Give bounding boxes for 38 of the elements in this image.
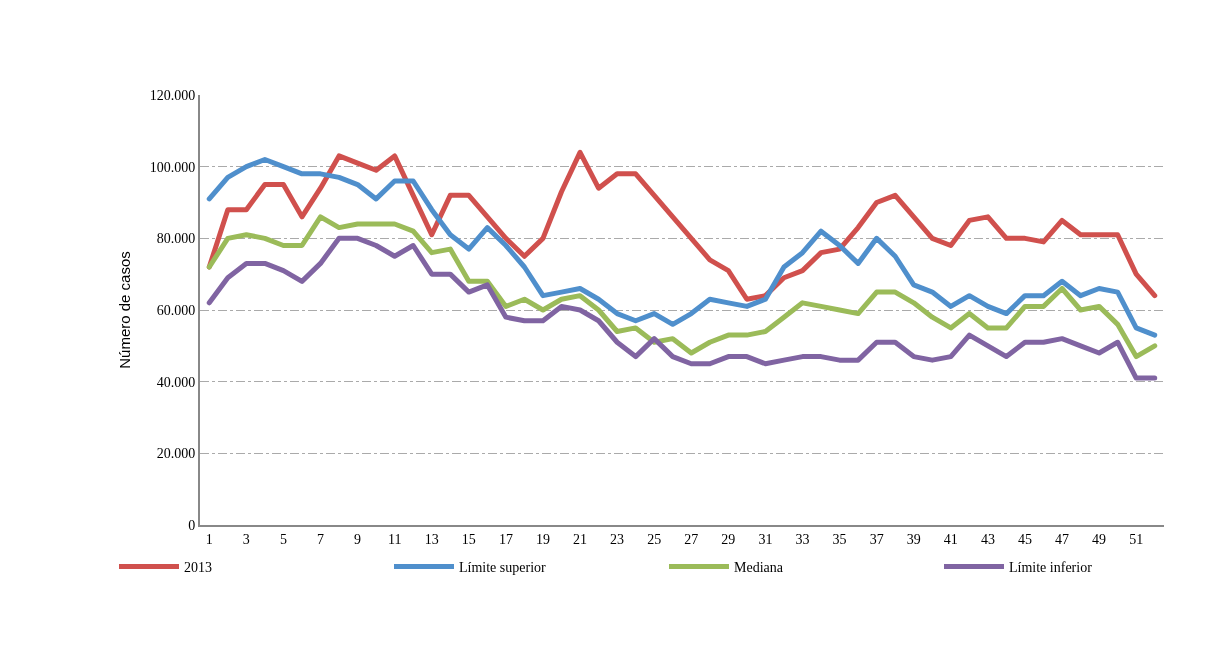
x-tick-label: 15 [461, 531, 476, 547]
x-tick-label: 39 [906, 531, 921, 547]
legend-label: Límite inferior [1009, 559, 1093, 575]
x-tick-label: 17 [498, 531, 513, 547]
x-tick-label: 13 [424, 531, 439, 547]
y-axis-title: Número de casos [116, 251, 134, 369]
y-tick-label: 100.000 [149, 159, 196, 175]
x-tick-label: 21 [573, 531, 588, 547]
x-tick-label: 45 [1017, 531, 1032, 547]
x-tick-label: 31 [758, 531, 773, 547]
y-tick-label: 0 [188, 517, 196, 533]
x-tick-label: 33 [795, 531, 810, 547]
x-tick-label: 27 [684, 531, 699, 547]
x-tick-label: 23 [610, 531, 625, 547]
x-tick-label: 41 [943, 531, 958, 547]
x-tick-label: 1 [205, 531, 213, 547]
x-tick-label: 3 [242, 531, 250, 547]
legend-label: Mediana [734, 559, 784, 575]
legend-label: 2013 [184, 559, 212, 575]
x-tick-label: 5 [279, 531, 287, 547]
y-tick-label: 120.000 [149, 87, 196, 103]
y-tick-label: 40.000 [156, 374, 196, 390]
x-tick-label: 37 [869, 531, 884, 547]
x-tick-label: 47 [1055, 531, 1070, 547]
x-tick-label: 51 [1129, 531, 1144, 547]
x-tick-label: 25 [647, 531, 662, 547]
x-tick-label: 43 [980, 531, 995, 547]
y-tick-label: 60.000 [156, 302, 196, 318]
y-tick-label: 80.000 [156, 231, 196, 247]
x-tick-label: 9 [354, 531, 362, 547]
legend-label: Límite superior [459, 559, 547, 575]
x-tick-label: 35 [832, 531, 847, 547]
y-tick-label: 20.000 [156, 446, 196, 462]
x-tick-label: 19 [535, 531, 550, 547]
x-tick-label: 11 [387, 531, 402, 547]
x-tick-label: 7 [317, 531, 324, 547]
x-tick-label: 29 [721, 531, 736, 547]
x-tick-label: 49 [1092, 531, 1107, 547]
